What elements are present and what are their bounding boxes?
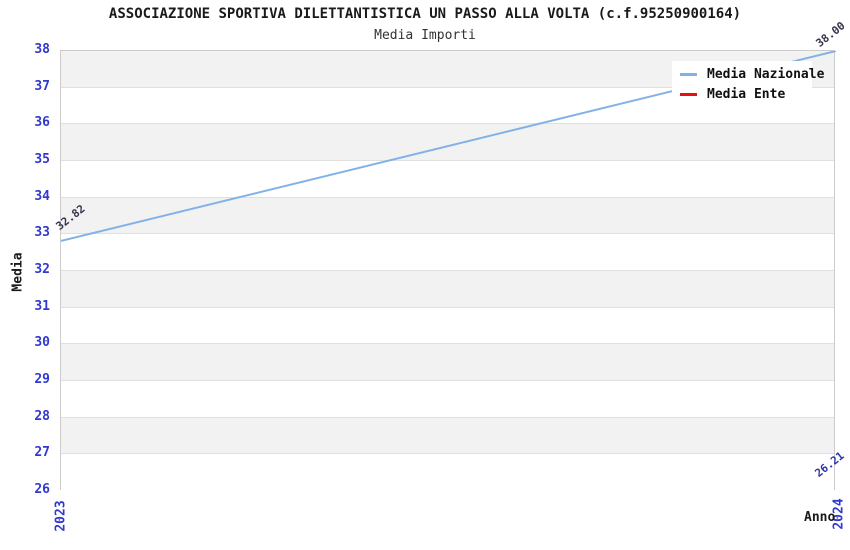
- plot-band: [61, 197, 834, 235]
- plot-band: [61, 161, 834, 198]
- plot-band: [61, 344, 834, 381]
- y-tick-label: 26: [34, 482, 50, 497]
- x-tick-2023: 2023: [53, 500, 69, 532]
- plot-band: [61, 307, 834, 345]
- gridline: [61, 306, 834, 308]
- line-series-svg: [61, 51, 836, 242]
- legend-item-media-nazionale: Media Nazionale: [672, 64, 824, 84]
- y-tick-label: 31: [34, 298, 50, 314]
- gridline: [61, 416, 834, 418]
- legend-line-sample-blue: [680, 72, 697, 76]
- plot-band: [61, 271, 834, 308]
- plot-band: [61, 381, 834, 418]
- y-tick-label: 27: [34, 445, 50, 461]
- chart-legend: Media Nazionale Media Ente: [672, 61, 824, 107]
- gridline: [61, 270, 834, 271]
- y-axis-title: Media: [10, 252, 26, 292]
- y-tick-label: 32: [34, 262, 50, 277]
- plot-band: [61, 234, 834, 271]
- plot-band: [61, 124, 834, 161]
- legend-label: Media Nazionale: [707, 66, 825, 82]
- y-tick-label: 38: [34, 42, 50, 57]
- gridline: [61, 380, 834, 381]
- y-tick-label: 37: [34, 78, 50, 94]
- y-tick-label: 34: [34, 188, 50, 204]
- gridline: [61, 233, 834, 235]
- gridline: [61, 123, 834, 125]
- y-tick-label: 33: [34, 225, 50, 241]
- legend-label: Media Ente: [707, 86, 786, 102]
- y-tick-label: 35: [34, 152, 50, 167]
- plot-area: [60, 50, 836, 491]
- chart-title: ASSOCIAZIONE SPORTIVA DILETTANTISTICA UN…: [108, 6, 742, 22]
- legend-line-sample-red: [680, 92, 697, 96]
- chart-subtitle: Media Importi: [374, 28, 476, 43]
- gridline: [61, 343, 834, 345]
- y-tick-label: 28: [34, 408, 50, 424]
- y-tick-label: 36: [34, 115, 50, 131]
- gridline: [61, 86, 834, 88]
- y-tick-label: 30: [34, 335, 50, 351]
- plot-band: [61, 454, 834, 491]
- gridline: [61, 453, 834, 455]
- y-tick-label: 29: [34, 372, 50, 387]
- legend-item-media-ente: Media Ente: [672, 84, 812, 104]
- plot-band: [61, 417, 834, 455]
- gridline: [61, 160, 834, 161]
- gridline: [61, 196, 834, 198]
- x-axis-title: Anno: [804, 510, 836, 525]
